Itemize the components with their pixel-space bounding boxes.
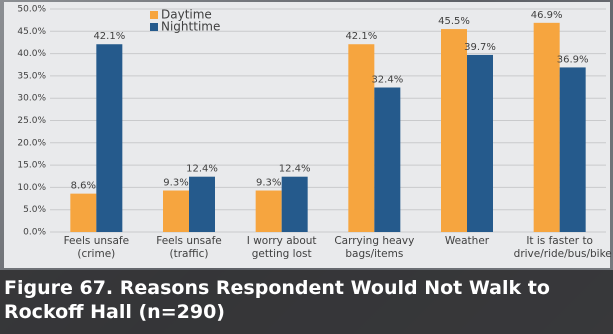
y-tick-label: 15.0% (17, 161, 46, 171)
data-label: 46.9% (531, 10, 563, 21)
y-tick-label: 5.0% (23, 205, 46, 215)
bar (189, 176, 215, 232)
data-label: 42.1% (345, 31, 377, 42)
bar (441, 29, 467, 232)
data-label: 32.4% (371, 74, 403, 85)
y-tick-label: 35.0% (17, 71, 46, 81)
data-label: 9.3% (256, 178, 281, 189)
data-label: 42.1% (93, 31, 125, 42)
data-label: 8.6% (71, 181, 96, 192)
y-tick-label: 20.0% (17, 138, 46, 148)
legend-label: Nighttime (161, 20, 220, 34)
x-tick-label: Carrying heavy bags/items (334, 235, 415, 260)
bar (96, 44, 123, 232)
legend-swatch (150, 11, 158, 19)
legend-swatch (150, 23, 158, 31)
bar (348, 44, 375, 232)
legend-label: Daytime (161, 8, 212, 22)
y-tick-label: 40.0% (17, 49, 46, 59)
data-label: 12.4% (186, 164, 218, 175)
bar (374, 87, 401, 232)
x-tick-label: I worry about getting lost (246, 235, 317, 260)
y-tick-label: 30.0% (17, 94, 46, 104)
bar (467, 54, 493, 232)
chart-title: Figure 67. Reasons Respondent Would Not … (0, 270, 613, 334)
bar (163, 190, 189, 232)
x-tick-label: It is faster to drive/ride/bus/bike (513, 235, 612, 260)
data-label: 12.4% (279, 164, 311, 175)
bar (281, 176, 308, 232)
y-tick-label: 25.0% (17, 116, 46, 126)
bar (533, 22, 560, 232)
bar (255, 190, 282, 232)
x-tick-label: Weather (444, 235, 490, 247)
data-label: 9.3% (163, 178, 188, 189)
bar (70, 193, 97, 232)
data-label: 36.9% (557, 54, 589, 65)
bar (559, 67, 586, 233)
y-tick-label: 45.0% (17, 27, 46, 37)
x-tick-label: Feels unsafe (traffic) (156, 235, 222, 260)
y-tick-label: 50.0% (17, 5, 46, 15)
chart: 0.0% 5.0% 10.0% 15.0% 20.0% 25.0% 30.0% 35.0% 40… (17, 5, 606, 238)
data-label: 39.7% (464, 42, 496, 53)
data-label: 45.5% (438, 16, 470, 27)
x-tick-label: Feels unsafe (crime) (63, 235, 130, 260)
y-tick-label: 0.0% (23, 228, 46, 238)
y-tick-label: 10.0% (17, 183, 46, 193)
